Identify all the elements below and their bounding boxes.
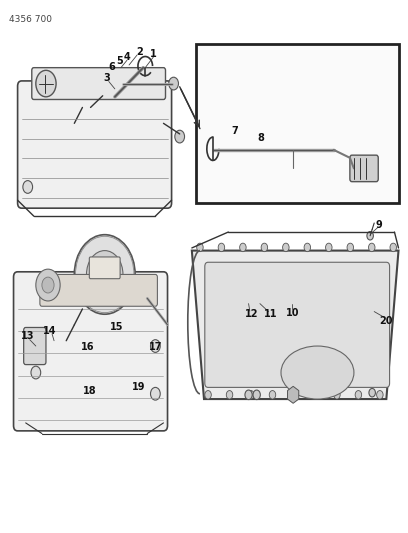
- Text: 13: 13: [21, 332, 35, 342]
- Circle shape: [205, 391, 211, 399]
- Circle shape: [326, 243, 332, 252]
- Circle shape: [151, 340, 160, 352]
- Ellipse shape: [281, 346, 354, 399]
- Text: 19: 19: [133, 382, 146, 392]
- Polygon shape: [192, 251, 399, 399]
- Text: 5: 5: [117, 56, 124, 66]
- Text: 17: 17: [149, 342, 162, 352]
- Text: 9: 9: [376, 220, 382, 230]
- Text: 18: 18: [83, 385, 97, 395]
- Circle shape: [304, 243, 310, 252]
- Circle shape: [42, 277, 54, 293]
- Circle shape: [175, 130, 184, 143]
- Circle shape: [312, 391, 319, 399]
- Circle shape: [390, 243, 397, 252]
- Circle shape: [347, 243, 353, 252]
- Text: 15: 15: [110, 322, 124, 333]
- Text: 3: 3: [103, 73, 110, 83]
- Circle shape: [31, 366, 41, 379]
- Text: 4: 4: [124, 52, 131, 62]
- Circle shape: [369, 389, 375, 397]
- FancyBboxPatch shape: [32, 68, 166, 100]
- Circle shape: [36, 70, 56, 97]
- Circle shape: [283, 243, 289, 252]
- Text: 11: 11: [264, 309, 277, 319]
- Text: 10: 10: [286, 308, 299, 318]
- Circle shape: [377, 391, 383, 399]
- Text: 1: 1: [150, 50, 157, 59]
- Circle shape: [197, 243, 203, 252]
- Text: 4356 700: 4356 700: [9, 14, 53, 23]
- Circle shape: [248, 391, 254, 399]
- Bar: [196, 44, 399, 203]
- Circle shape: [261, 243, 268, 252]
- Text: 20: 20: [379, 316, 393, 326]
- FancyBboxPatch shape: [205, 262, 390, 387]
- FancyBboxPatch shape: [24, 327, 46, 365]
- Text: 12: 12: [245, 309, 259, 319]
- Text: 6: 6: [108, 62, 115, 72]
- Text: 14: 14: [43, 326, 57, 336]
- Circle shape: [253, 390, 260, 400]
- Circle shape: [239, 243, 246, 252]
- FancyBboxPatch shape: [40, 274, 157, 306]
- Text: 2: 2: [136, 47, 142, 56]
- Circle shape: [355, 391, 361, 399]
- Circle shape: [269, 391, 276, 399]
- Circle shape: [226, 391, 233, 399]
- Text: 7: 7: [231, 126, 238, 136]
- Circle shape: [169, 77, 178, 90]
- Circle shape: [368, 243, 375, 252]
- FancyBboxPatch shape: [13, 272, 168, 431]
- Circle shape: [23, 181, 33, 193]
- Circle shape: [288, 389, 298, 401]
- Circle shape: [218, 243, 225, 252]
- Circle shape: [367, 231, 373, 240]
- FancyBboxPatch shape: [18, 81, 172, 208]
- Circle shape: [151, 387, 160, 400]
- Circle shape: [86, 251, 123, 298]
- Text: 16: 16: [80, 342, 94, 352]
- Circle shape: [98, 265, 112, 284]
- FancyBboxPatch shape: [89, 257, 120, 279]
- Circle shape: [291, 391, 297, 399]
- FancyBboxPatch shape: [350, 155, 378, 182]
- Text: 8: 8: [257, 133, 264, 143]
- Circle shape: [36, 269, 60, 301]
- Circle shape: [74, 235, 135, 314]
- Circle shape: [334, 391, 340, 399]
- Circle shape: [245, 390, 252, 400]
